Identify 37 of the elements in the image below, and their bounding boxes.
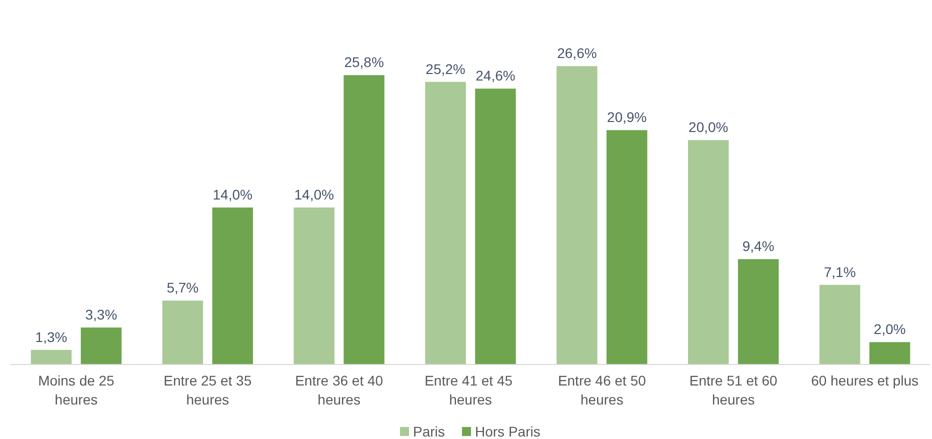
bar (475, 88, 516, 364)
x-tick-label: 60 heures et plus (811, 372, 918, 388)
bar (212, 207, 253, 364)
data-label: 20,0% (688, 119, 728, 136)
legend-label: Paris (413, 424, 445, 439)
x-tick-label: Entre 36 et 40 heures (295, 372, 384, 408)
bar (688, 140, 729, 364)
x-tick-label: Moins de 25 heures (38, 372, 115, 408)
data-label: 3,3% (85, 306, 118, 322)
data-label: 26,6% (557, 45, 597, 62)
data-label: 7,1% (824, 264, 856, 280)
bar (30, 350, 72, 364)
data-label: 5,7% (166, 280, 199, 296)
data-label: 25,2% (426, 60, 466, 77)
data-label: 1,3% (35, 328, 68, 345)
bar (344, 75, 384, 364)
bar (869, 342, 910, 364)
data-label: 2,0% (874, 321, 906, 338)
x-tick-label: Entre 46 et 50 heures (558, 372, 646, 408)
data-label: 24,6% (476, 68, 516, 84)
x-tick-label: Entre 41 et 45 heures (424, 372, 513, 408)
bar (294, 207, 334, 364)
data-label: 14,0% (212, 186, 252, 202)
bar (80, 327, 122, 364)
legend-label: Hors Paris (475, 424, 540, 439)
bar (738, 259, 779, 364)
bar (162, 300, 204, 364)
bar (606, 130, 648, 364)
bar (819, 284, 860, 364)
data-label: 14,0% (294, 186, 334, 202)
data-label: 25,8% (344, 54, 384, 70)
data-label: 20,9% (607, 109, 647, 126)
x-tick-label: Entre 51 et 60 heures (689, 372, 778, 408)
bar (556, 66, 598, 364)
x-tick-label: Entre 25 et 35 heures (164, 372, 252, 408)
bar (425, 82, 466, 364)
data-label: 9,4% (742, 238, 774, 254)
